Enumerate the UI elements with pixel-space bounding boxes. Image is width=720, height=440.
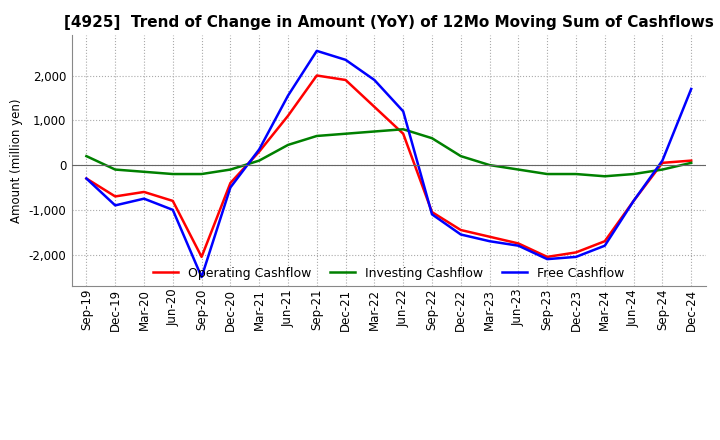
Operating Cashflow bbox=[111, 194, 120, 199]
Investing Cashflow bbox=[312, 133, 321, 139]
Free Cashflow bbox=[514, 243, 523, 248]
Investing Cashflow bbox=[82, 154, 91, 159]
Free Cashflow bbox=[572, 254, 580, 260]
Operating Cashflow bbox=[514, 241, 523, 246]
Operating Cashflow bbox=[370, 104, 379, 110]
Free Cashflow bbox=[456, 232, 465, 237]
Investing Cashflow bbox=[456, 154, 465, 159]
Free Cashflow bbox=[658, 158, 667, 163]
Title: [4925]  Trend of Change in Amount (YoY) of 12Mo Moving Sum of Cashflows: [4925] Trend of Change in Amount (YoY) o… bbox=[64, 15, 714, 30]
Operating Cashflow bbox=[600, 238, 609, 244]
Line: Free Cashflow: Free Cashflow bbox=[86, 51, 691, 277]
Operating Cashflow bbox=[255, 149, 264, 154]
Investing Cashflow bbox=[255, 158, 264, 163]
Line: Operating Cashflow: Operating Cashflow bbox=[86, 76, 691, 257]
Investing Cashflow bbox=[226, 167, 235, 172]
Free Cashflow bbox=[255, 147, 264, 152]
Investing Cashflow bbox=[485, 162, 494, 168]
Operating Cashflow bbox=[312, 73, 321, 78]
Investing Cashflow bbox=[111, 167, 120, 172]
Investing Cashflow bbox=[572, 172, 580, 177]
Free Cashflow bbox=[485, 238, 494, 244]
Operating Cashflow bbox=[168, 198, 177, 204]
Line: Investing Cashflow: Investing Cashflow bbox=[86, 129, 691, 176]
Legend: Operating Cashflow, Investing Cashflow, Free Cashflow: Operating Cashflow, Investing Cashflow, … bbox=[148, 262, 629, 285]
Investing Cashflow bbox=[168, 172, 177, 177]
Free Cashflow bbox=[399, 109, 408, 114]
Free Cashflow bbox=[226, 185, 235, 190]
Investing Cashflow bbox=[658, 167, 667, 172]
Free Cashflow bbox=[284, 93, 292, 98]
Investing Cashflow bbox=[341, 131, 350, 136]
Free Cashflow bbox=[428, 212, 436, 217]
Free Cashflow bbox=[629, 198, 638, 204]
Operating Cashflow bbox=[687, 158, 696, 163]
Investing Cashflow bbox=[370, 129, 379, 134]
Free Cashflow bbox=[687, 86, 696, 92]
Free Cashflow bbox=[140, 196, 148, 202]
Operating Cashflow bbox=[658, 160, 667, 165]
Operating Cashflow bbox=[572, 250, 580, 255]
Operating Cashflow bbox=[629, 198, 638, 204]
Free Cashflow bbox=[543, 257, 552, 262]
Investing Cashflow bbox=[600, 174, 609, 179]
Operating Cashflow bbox=[456, 227, 465, 233]
Free Cashflow bbox=[82, 176, 91, 181]
Investing Cashflow bbox=[399, 127, 408, 132]
Operating Cashflow bbox=[543, 254, 552, 260]
Operating Cashflow bbox=[399, 131, 408, 136]
Operating Cashflow bbox=[284, 113, 292, 118]
Free Cashflow bbox=[370, 77, 379, 83]
Operating Cashflow bbox=[226, 180, 235, 186]
Free Cashflow bbox=[197, 275, 206, 280]
Operating Cashflow bbox=[428, 209, 436, 215]
Y-axis label: Amount (million yen): Amount (million yen) bbox=[10, 99, 23, 223]
Operating Cashflow bbox=[485, 234, 494, 239]
Free Cashflow bbox=[168, 207, 177, 213]
Investing Cashflow bbox=[428, 136, 436, 141]
Operating Cashflow bbox=[341, 77, 350, 83]
Investing Cashflow bbox=[687, 160, 696, 165]
Investing Cashflow bbox=[140, 169, 148, 174]
Free Cashflow bbox=[312, 48, 321, 54]
Operating Cashflow bbox=[197, 254, 206, 260]
Free Cashflow bbox=[341, 57, 350, 62]
Investing Cashflow bbox=[629, 172, 638, 177]
Investing Cashflow bbox=[284, 142, 292, 147]
Investing Cashflow bbox=[543, 172, 552, 177]
Free Cashflow bbox=[600, 243, 609, 248]
Free Cashflow bbox=[111, 203, 120, 208]
Investing Cashflow bbox=[197, 172, 206, 177]
Investing Cashflow bbox=[514, 167, 523, 172]
Operating Cashflow bbox=[140, 189, 148, 194]
Operating Cashflow bbox=[82, 176, 91, 181]
